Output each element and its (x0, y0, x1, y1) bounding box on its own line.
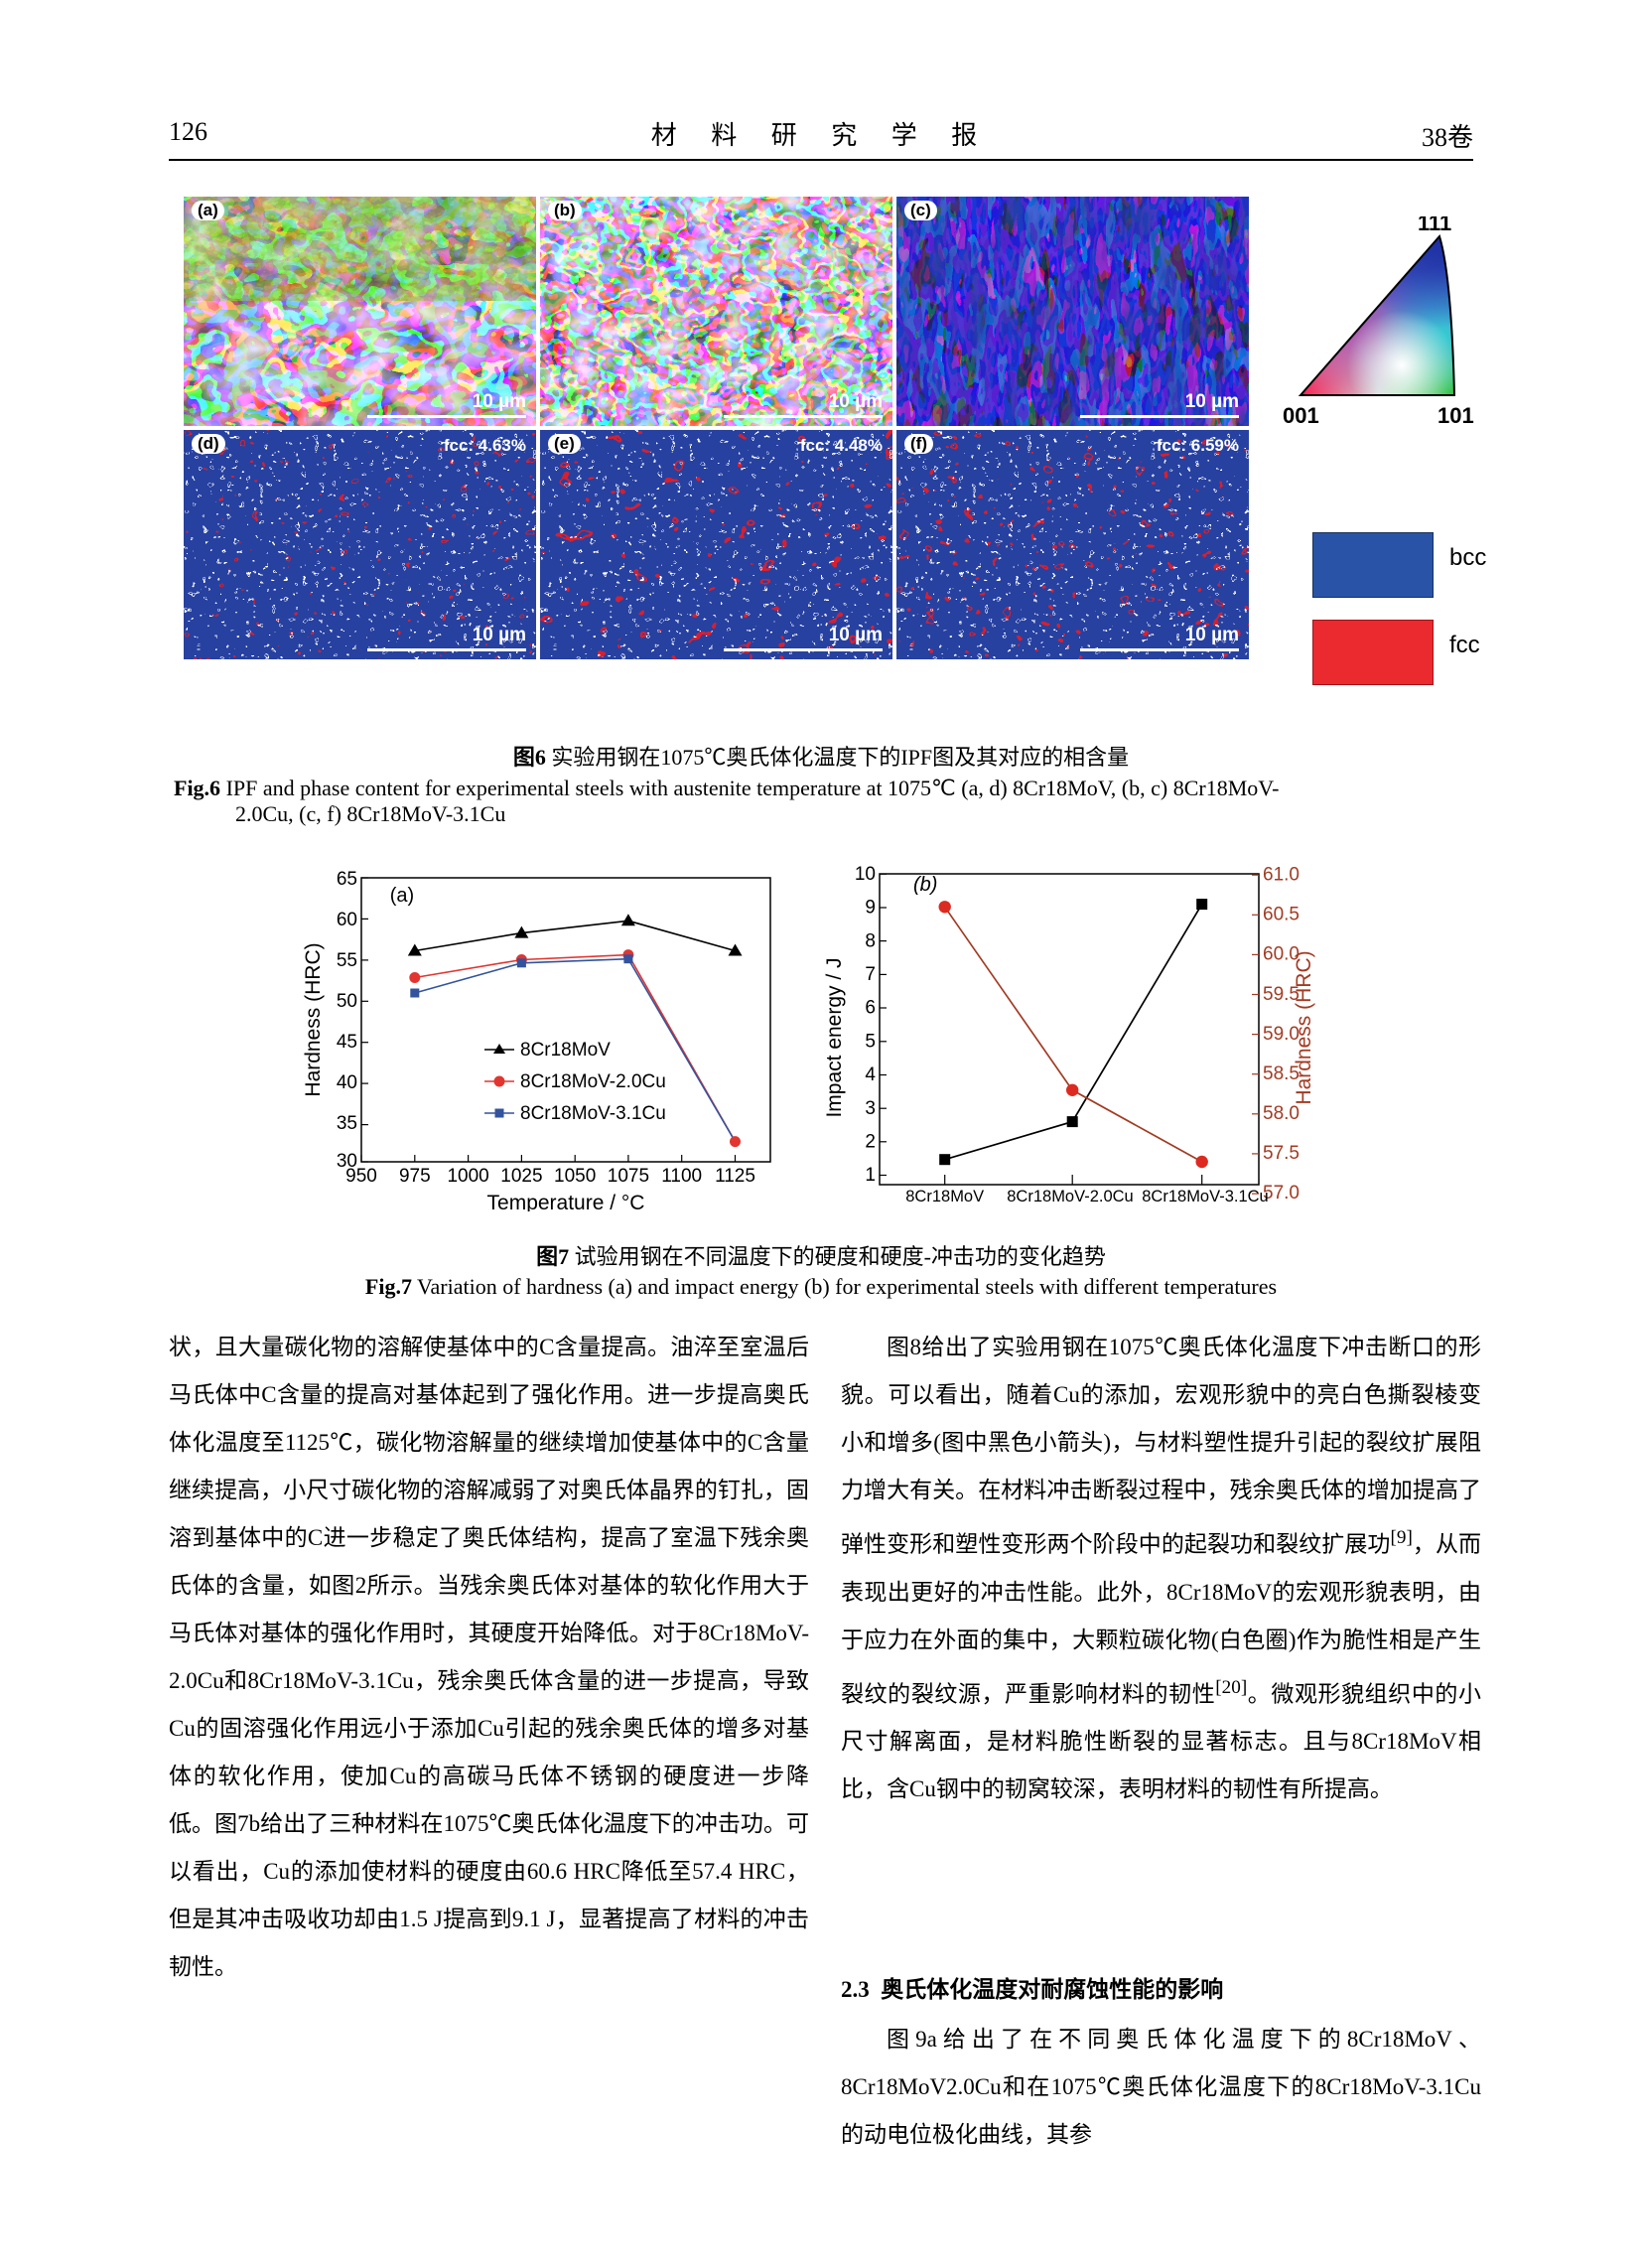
svg-text:57.5: 57.5 (1263, 1143, 1300, 1164)
svg-text:9: 9 (865, 898, 876, 919)
svg-text:35: 35 (337, 1113, 357, 1134)
svg-text:1125: 1125 (715, 1166, 755, 1187)
svg-text:60: 60 (337, 910, 357, 930)
svg-text:50: 50 (337, 991, 357, 1012)
svg-text:5: 5 (865, 1031, 876, 1052)
svg-text:8Cr18MoV-2.0Cu: 8Cr18MoV-2.0Cu (1007, 1188, 1133, 1205)
svg-text:8Cr18MoV: 8Cr18MoV (520, 1040, 611, 1061)
svg-text:4: 4 (865, 1064, 876, 1085)
svg-text:1: 1 (865, 1165, 876, 1186)
svg-text:101: 101 (1437, 403, 1474, 428)
svg-text:(b): (b) (913, 874, 937, 896)
svg-text:6: 6 (865, 998, 876, 1019)
svg-text:60.5: 60.5 (1263, 905, 1300, 925)
svg-text:Impact energy / J: Impact energy / J (823, 957, 846, 1117)
svg-text:8: 8 (865, 930, 876, 951)
svg-text:40: 40 (337, 1072, 357, 1093)
svg-text:65: 65 (337, 869, 357, 890)
svg-text:1050: 1050 (554, 1166, 596, 1187)
svg-text:10: 10 (855, 864, 876, 885)
svg-text:8Cr18MoV: 8Cr18MoV (905, 1188, 984, 1205)
svg-text:7: 7 (865, 964, 876, 985)
svg-text:Hardness (HRC): Hardness (HRC) (1293, 950, 1315, 1104)
svg-text:8Cr18MoV-3.1Cu: 8Cr18MoV-3.1Cu (1142, 1188, 1268, 1205)
svg-text:45: 45 (337, 1032, 357, 1053)
svg-text:111: 111 (1418, 216, 1451, 235)
svg-text:1000: 1000 (447, 1166, 488, 1187)
svg-text:1075: 1075 (608, 1166, 649, 1187)
svg-text:55: 55 (337, 950, 357, 971)
svg-text:2: 2 (865, 1131, 876, 1152)
svg-text:1100: 1100 (661, 1166, 702, 1187)
svg-text:950: 950 (345, 1166, 377, 1187)
svg-text:Temperature / °C: Temperature / °C (487, 1192, 645, 1211)
svg-text:001: 001 (1283, 403, 1319, 428)
svg-text:3: 3 (865, 1098, 876, 1119)
svg-text:1025: 1025 (500, 1166, 542, 1187)
svg-text:8Cr18MoV-2.0Cu: 8Cr18MoV-2.0Cu (520, 1071, 666, 1092)
svg-text:58.0: 58.0 (1263, 1103, 1300, 1124)
svg-text:61.0: 61.0 (1263, 865, 1300, 886)
svg-text:975: 975 (399, 1166, 431, 1187)
svg-text:(a): (a) (390, 885, 414, 907)
svg-text:Hardness (HRC): Hardness (HRC) (302, 942, 325, 1096)
svg-text:8Cr18MoV-3.1Cu: 8Cr18MoV-3.1Cu (520, 1103, 666, 1124)
